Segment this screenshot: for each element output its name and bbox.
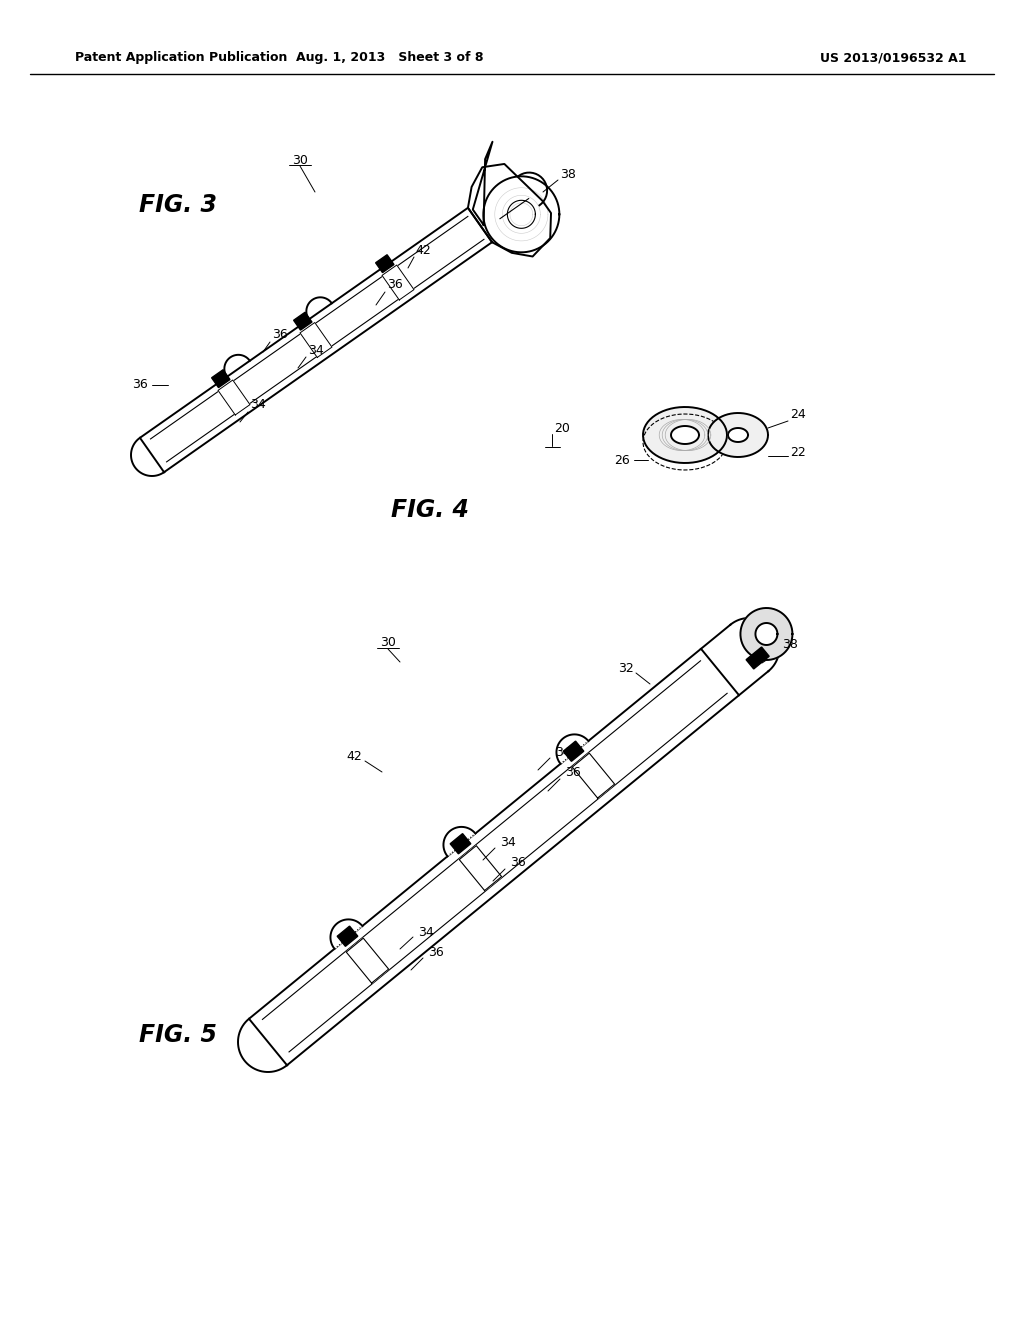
Polygon shape: [643, 407, 727, 463]
Polygon shape: [331, 920, 362, 949]
Polygon shape: [740, 609, 793, 660]
Text: 30: 30: [380, 636, 396, 649]
Polygon shape: [238, 1019, 287, 1072]
Polygon shape: [701, 618, 779, 696]
Polygon shape: [294, 313, 312, 330]
Text: 22: 22: [790, 446, 806, 458]
Polygon shape: [708, 413, 768, 457]
Polygon shape: [459, 846, 502, 891]
Polygon shape: [451, 834, 471, 854]
Polygon shape: [131, 438, 164, 477]
Text: 34: 34: [418, 925, 434, 939]
Polygon shape: [473, 141, 493, 224]
Polygon shape: [306, 297, 332, 319]
Polygon shape: [556, 734, 589, 764]
Text: FIG. 5: FIG. 5: [139, 1023, 217, 1047]
Polygon shape: [756, 623, 777, 645]
Text: 30: 30: [292, 153, 308, 166]
Polygon shape: [382, 265, 414, 300]
Text: FIG. 3: FIG. 3: [139, 193, 217, 216]
Polygon shape: [224, 355, 250, 376]
Text: 34: 34: [555, 747, 570, 759]
Text: US 2013/0196532 A1: US 2013/0196532 A1: [820, 51, 967, 65]
Text: 32: 32: [618, 661, 634, 675]
Text: 24: 24: [790, 408, 806, 421]
Polygon shape: [140, 207, 493, 473]
Text: 34: 34: [500, 837, 516, 850]
Polygon shape: [468, 164, 551, 256]
Text: 38: 38: [782, 639, 798, 652]
Polygon shape: [300, 322, 332, 358]
Polygon shape: [746, 647, 769, 669]
Polygon shape: [572, 754, 614, 799]
Polygon shape: [443, 826, 475, 857]
Polygon shape: [376, 255, 394, 273]
Text: 36: 36: [565, 767, 581, 780]
Text: 36: 36: [132, 379, 148, 392]
Polygon shape: [346, 939, 389, 983]
Text: Aug. 1, 2013   Sheet 3 of 8: Aug. 1, 2013 Sheet 3 of 8: [296, 51, 483, 65]
Polygon shape: [483, 177, 559, 252]
Polygon shape: [212, 370, 230, 388]
Text: 42: 42: [415, 243, 431, 256]
Text: 36: 36: [272, 329, 288, 342]
Polygon shape: [249, 649, 739, 1065]
Text: 20: 20: [554, 421, 570, 434]
Text: Patent Application Publication: Patent Application Publication: [75, 51, 288, 65]
Text: 42: 42: [346, 750, 362, 763]
Text: 36: 36: [428, 945, 443, 958]
Text: 36: 36: [387, 279, 402, 292]
Polygon shape: [337, 927, 357, 946]
Text: FIG. 4: FIG. 4: [391, 498, 469, 521]
Text: 34: 34: [250, 399, 266, 412]
Polygon shape: [563, 741, 584, 762]
Text: 38: 38: [560, 169, 575, 181]
Text: 34: 34: [308, 343, 324, 356]
Polygon shape: [671, 426, 699, 444]
Text: 36: 36: [510, 857, 525, 870]
Text: 26: 26: [614, 454, 630, 466]
Polygon shape: [728, 428, 748, 442]
Polygon shape: [218, 380, 250, 414]
